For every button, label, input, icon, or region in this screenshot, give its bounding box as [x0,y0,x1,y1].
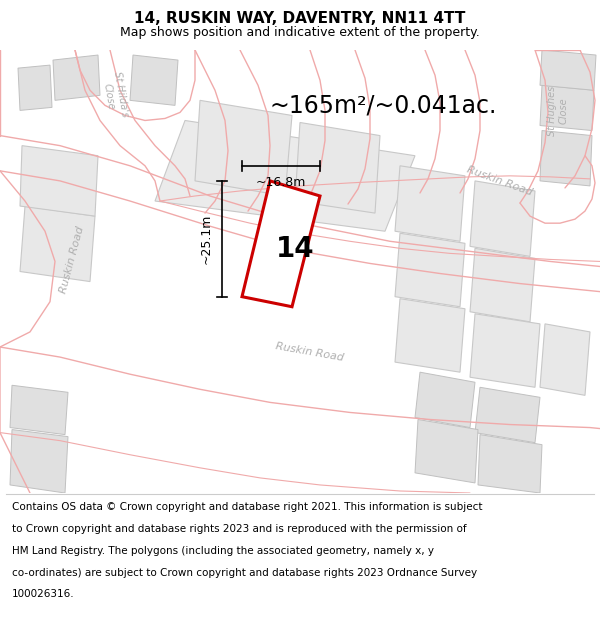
Text: ~165m²/~0.041ac.: ~165m²/~0.041ac. [270,93,497,118]
Text: Ruskin Road: Ruskin Road [275,341,345,363]
Polygon shape [130,55,178,106]
Polygon shape [540,50,596,90]
Polygon shape [20,146,98,216]
Polygon shape [395,233,465,307]
Text: HM Land Registry. The polygons (including the associated geometry, namely x, y: HM Land Registry. The polygons (includin… [12,546,434,556]
Polygon shape [195,101,292,196]
Polygon shape [470,248,535,322]
Polygon shape [10,385,68,434]
Polygon shape [475,388,540,442]
Polygon shape [415,419,478,483]
Polygon shape [540,85,594,131]
Polygon shape [18,65,52,111]
Text: 100026316.: 100026316. [12,589,74,599]
Text: co-ordinates) are subject to Crown copyright and database rights 2023 Ordnance S: co-ordinates) are subject to Crown copyr… [12,568,477,578]
Polygon shape [540,131,592,186]
Polygon shape [540,324,590,396]
Polygon shape [395,299,465,372]
Polygon shape [53,55,100,101]
Text: St Hilda's
Close: St Hilda's Close [100,71,130,120]
Polygon shape [295,122,380,213]
Polygon shape [155,121,415,231]
Polygon shape [242,181,320,307]
Polygon shape [20,206,95,282]
Polygon shape [478,434,542,493]
Polygon shape [415,372,475,428]
Text: 14, RUSKIN WAY, DAVENTRY, NN11 4TT: 14, RUSKIN WAY, DAVENTRY, NN11 4TT [134,11,466,26]
Text: ~16.8m: ~16.8m [256,176,306,189]
Text: 14: 14 [275,236,314,263]
Text: Ruskin Road: Ruskin Road [58,225,86,294]
Text: Map shows position and indicative extent of the property.: Map shows position and indicative extent… [120,26,480,39]
Polygon shape [470,181,535,256]
Text: to Crown copyright and database rights 2023 and is reproduced with the permissio: to Crown copyright and database rights 2… [12,524,467,534]
Polygon shape [10,429,68,493]
Text: ~25.1m: ~25.1m [200,214,213,264]
Polygon shape [470,314,540,388]
Text: Contains OS data © Crown copyright and database right 2021. This information is : Contains OS data © Crown copyright and d… [12,503,482,512]
Polygon shape [395,166,465,241]
Text: St Hughes
Close: St Hughes Close [547,85,569,136]
Text: Ruskin Road: Ruskin Road [466,164,534,198]
